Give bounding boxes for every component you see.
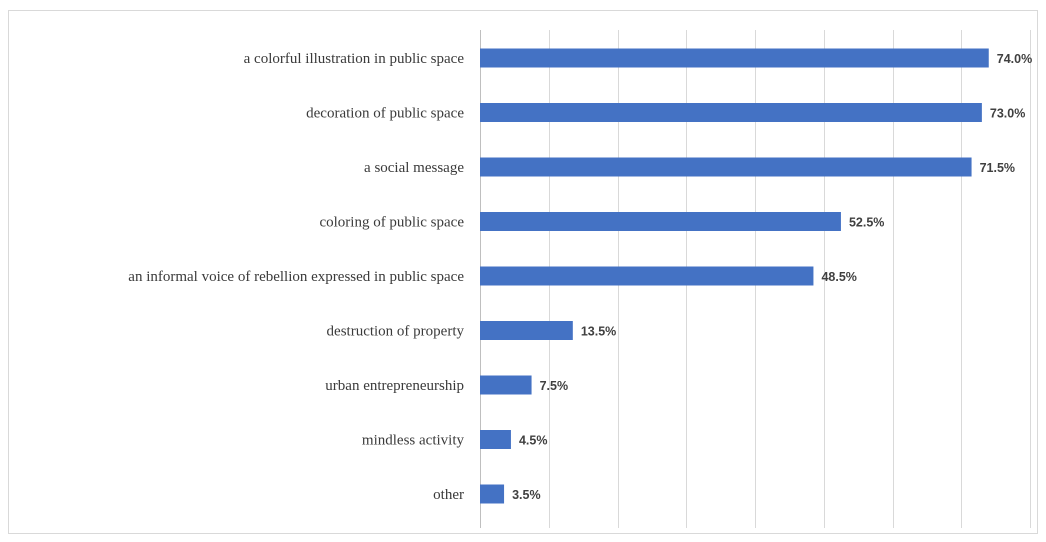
bar — [480, 157, 972, 177]
category-label: a colorful illustration in public space — [244, 51, 465, 67]
category-label: a social message — [364, 160, 464, 176]
category-label: an informal voice of rebellion expressed… — [128, 269, 464, 285]
value-label: 74.0% — [997, 52, 1032, 66]
category-label: destruction of property — [327, 324, 465, 340]
bar — [480, 48, 989, 68]
value-label: 4.5% — [519, 434, 548, 448]
value-labels: 74.0% 73.0% 71.5% 52.5% 48.5% 13.5% 7.5% 4.5% 3.… — [512, 52, 1032, 502]
bar — [480, 430, 511, 449]
value-label: 52.5% — [849, 216, 884, 230]
bar — [480, 266, 814, 286]
bar — [480, 321, 573, 340]
value-label: 3.5% — [512, 488, 541, 502]
bar — [480, 103, 982, 122]
bar — [480, 212, 841, 231]
bar — [480, 484, 505, 504]
value-label: 13.5% — [581, 325, 616, 339]
value-label: 48.5% — [821, 270, 856, 284]
value-label: 7.5% — [540, 379, 569, 393]
category-labels: a colorful illustration in public space d… — [128, 51, 464, 503]
value-label: 71.5% — [980, 161, 1015, 175]
category-label: urban entrepreneurship — [325, 378, 464, 394]
category-label: mindless activity — [362, 433, 465, 449]
category-label: decoration of public space — [306, 106, 464, 122]
category-label: other — [433, 487, 464, 503]
category-label: coloring of public space — [319, 215, 464, 231]
value-label: 73.0% — [990, 107, 1025, 121]
bar — [480, 375, 532, 395]
bars — [480, 48, 989, 504]
